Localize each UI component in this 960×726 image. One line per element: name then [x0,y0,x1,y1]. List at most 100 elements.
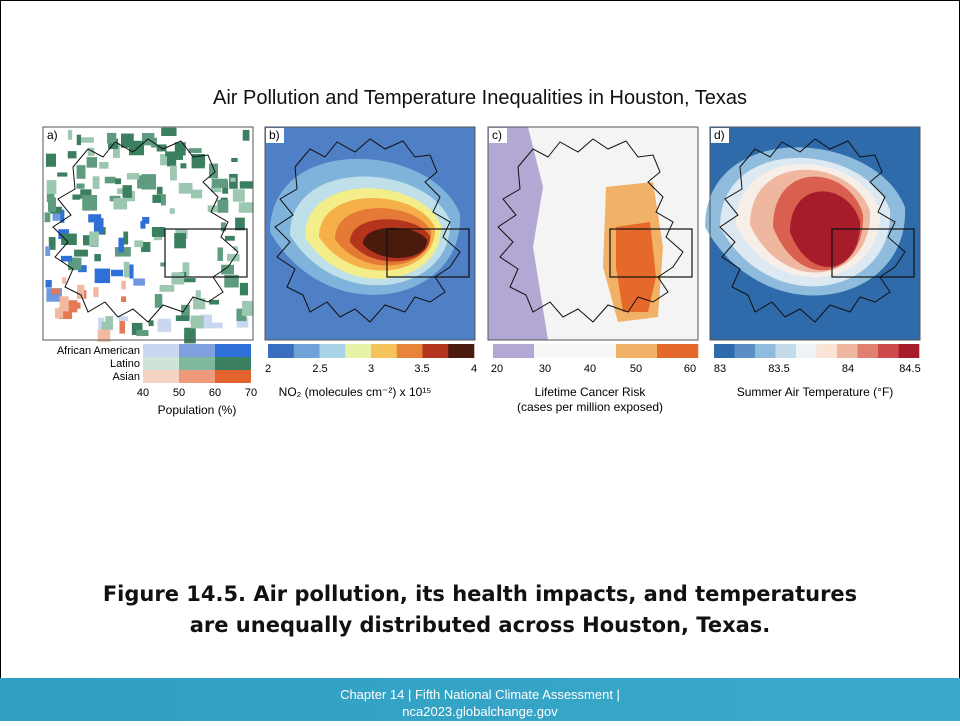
map-cell [159,285,175,292]
maps: a) b) c) d) [42,126,921,344]
map-panel: b) [264,126,476,341]
map-cell [45,153,56,167]
colorbar-swatch [534,344,576,358]
map-cell [121,296,127,303]
panel-label-box [711,128,729,143]
map-cell [77,284,85,299]
map-cell [193,298,206,310]
map-cell [78,265,87,273]
map-cell [209,299,220,305]
map-cell [141,174,157,190]
map-cell [118,316,128,322]
colorbar-tick-label: 4 [471,363,477,375]
map-cell [123,231,129,245]
legend-swatch [179,357,215,370]
map-cell [181,304,190,319]
colorbar-tick-label: 83 [714,363,726,375]
map-cell [72,194,81,200]
map-cell [105,316,114,331]
panel-label: c) [492,128,502,142]
map-cell [92,176,100,189]
colorbar-tick-label: 83.5 [768,363,789,375]
map-frame [264,126,476,341]
map-cell [58,307,73,320]
city-outline [274,138,461,323]
map-cell [52,211,61,221]
legend-swatch [215,370,251,383]
map-cell [188,148,202,153]
map-cell [217,199,229,213]
panel-label: b) [269,128,280,142]
map-cell [126,173,140,180]
map-cell [233,246,238,251]
map-cell [45,246,51,257]
map-cell [57,172,68,177]
colorbar-swatch [396,344,423,358]
colorbar-swatch [268,344,295,358]
map-cell [152,194,166,203]
colorbar-tick-label: 2.5 [312,363,327,375]
map-cell [89,231,99,247]
colorbar-tick-label: 84 [842,363,854,375]
map-cell [101,321,109,334]
map-cell [45,280,52,288]
map-cell [224,235,235,241]
colorbar-tick-label: 84.5 [899,363,920,375]
map-cell [190,189,203,199]
colorbar-swatch [837,344,858,358]
map-cell [211,322,223,329]
map-cell [141,241,151,253]
city-outline [497,138,684,323]
map-cell [93,218,104,234]
colorbar-title: NO₂ (molecules cm⁻²) x 10¹⁵ [279,385,432,399]
map-cell [140,220,146,229]
map-cell [184,327,196,344]
focus-box [386,228,470,278]
city-outline [719,138,906,323]
legend-swatch [215,344,251,357]
map-cell [217,247,223,261]
map-frame [487,126,699,341]
map-cell [48,237,56,250]
colorbar-swatch [657,344,699,358]
map-cell [238,202,254,213]
map-region [616,222,656,312]
map-cell [97,329,111,342]
map-cell [169,208,175,214]
map-region [363,227,428,258]
map-cell [231,157,238,163]
map-cell [74,249,88,257]
panel-label: a) [47,128,58,142]
map-cell [44,212,51,223]
map-cell [123,261,130,278]
colorbar-swatch [857,344,879,358]
map-cell [88,214,102,223]
colorbar-subtitle: (cases per million exposed) [517,400,663,414]
map-cell [78,137,94,143]
map-cell [76,183,85,189]
map-cell [178,182,193,194]
colorbar-swatch [345,344,372,358]
map-cell [104,176,116,184]
map-cell [94,253,101,262]
legend-swatch [179,370,215,383]
map-cell [171,272,185,285]
map-region [488,127,548,340]
colorbar-swatch [714,344,735,358]
colorbar-swatch [616,344,658,358]
legend-swatch [143,357,179,370]
map-cell [46,180,57,194]
footer-text: nca2023.globalchange.gov [402,704,558,719]
map-cell [60,255,73,262]
map-cell [106,132,117,144]
map-frame [42,126,254,341]
focus-box [609,228,693,278]
colorbar-tick-label: 2 [265,363,271,375]
colorbar-tick-label: 3 [368,363,374,375]
map-cell [160,262,166,267]
map-cell [221,264,235,275]
map-cell [93,287,99,298]
colorbar-swatch [755,344,776,358]
